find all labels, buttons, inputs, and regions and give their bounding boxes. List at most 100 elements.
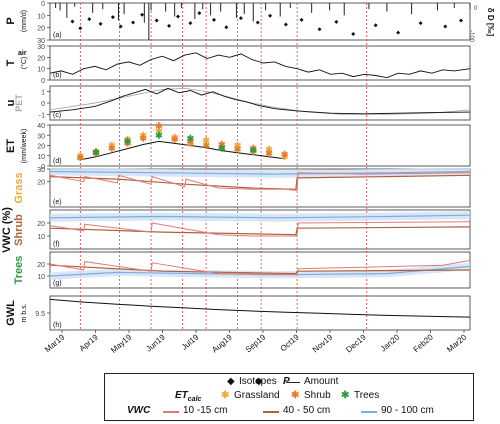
- legend-vwc3-line: [361, 411, 377, 413]
- ytick-label-unorm-2: 1: [41, 90, 45, 97]
- et-star-shrub-2: ✱: [108, 144, 116, 154]
- isotope-point-14: [224, 25, 229, 30]
- isotope-point-7: [140, 12, 145, 17]
- vwc-axis-label: VWC (%): [1, 207, 13, 253]
- xtick-label-1: Apr19: [78, 332, 101, 353]
- ytick-label-ET-2: 20: [37, 144, 45, 151]
- xtick-label-2: May19: [109, 332, 134, 355]
- ytick-label-VWC_shrub-1: 20: [37, 221, 45, 228]
- isotope-point-3: [98, 21, 103, 26]
- et-star-grassland-13: ✱: [281, 152, 289, 162]
- et-star-shrub-13: ✱: [281, 150, 289, 160]
- et-star-shrub-12: ✱: [265, 149, 273, 159]
- panel-letter-VWC_grass: (e): [53, 199, 62, 206]
- isotope-point-17: [268, 13, 273, 18]
- et-star-trees-2: ✱: [155, 130, 163, 140]
- series-petnorm: [49, 87, 471, 115]
- et-star-trees-3: ✱: [187, 133, 195, 143]
- ytick-label-VWC_trees-0: 10: [37, 274, 45, 281]
- series-VWC_grass-deep: [49, 170, 471, 175]
- legend-et-shrub: Shrub: [304, 390, 331, 401]
- et-star-shrub-4: ✱: [139, 133, 147, 143]
- panel-unit-Tair: (°C): [20, 57, 28, 70]
- legend-row-et: ETcalc ✱ Grassland ✱ Shrub ✱ Trees: [105, 390, 473, 404]
- ytick-label-ET-3: 30: [37, 133, 45, 140]
- panel-unit-P: (mm/d): [21, 10, 28, 32]
- panel-label-GWL: GWL: [5, 300, 17, 326]
- isotope-point-26: [443, 24, 448, 29]
- legend-shrub-star-icon: ✱: [291, 390, 300, 401]
- right-tick-0: 0: [474, 6, 478, 12]
- legend-box: P ◆ ◆ Isotopes Amount ETcalc ✱ Grassland…: [104, 373, 474, 421]
- panel-frame-VWC_shrub: [49, 209, 471, 250]
- isotope-point-4: [110, 15, 115, 20]
- et-star-trees-0: ✱: [92, 148, 100, 158]
- panel-label-ET: ET: [5, 139, 17, 153]
- xtick-label-3: Jun19: [144, 332, 167, 353]
- isotope-point-22: [351, 31, 356, 36]
- isotope-point-23: [373, 23, 378, 28]
- isotope-point-19: [299, 17, 304, 22]
- legend-grass-star-icon: ✱: [221, 390, 230, 401]
- legend-trees-star-icon: ✱: [341, 390, 350, 401]
- series-VWC_grass-shallow: [49, 172, 471, 192]
- xtick-label-5: Aug19: [210, 332, 234, 354]
- legend-p-title: P: [283, 376, 290, 387]
- et-star-shrub-5: ✱: [155, 121, 163, 131]
- series-VWC_shrub-deep: [49, 214, 471, 219]
- et-star-grassland-0: ✱: [77, 151, 85, 161]
- legend-amount-label: Amount: [304, 376, 339, 387]
- legend-isotope-marker-2: ◆: [227, 376, 235, 387]
- vwc-band-VWC_trees: [50, 262, 470, 280]
- et-star-grassland-7: ✱: [187, 138, 195, 148]
- panel-letter-VWC_trees: (g): [53, 280, 62, 287]
- et-star-grassland-4: ✱: [139, 130, 147, 140]
- et-star-shrub-8: ✱: [202, 141, 210, 151]
- isotope-point-12: [197, 11, 202, 16]
- et-star-grassland-10: ✱: [234, 141, 242, 151]
- et-star-shrub-11: ✱: [249, 144, 257, 154]
- ytick-label-P-1: 10: [37, 13, 45, 20]
- panel-letter-GWL: (h): [53, 322, 62, 329]
- ytick-label-Tair-1: 10: [37, 67, 45, 74]
- vwc-band-VWC_shrub: [50, 211, 470, 222]
- et-star-grassland-2: ✱: [108, 141, 116, 151]
- isotope-point-2: [87, 17, 92, 22]
- isotope-point-0: [70, 19, 75, 24]
- panel-frame-P: [49, 2, 471, 41]
- ytick-label-ET-0: 0: [41, 164, 45, 171]
- et-star-grassland-8: ✱: [202, 135, 210, 145]
- et-star-trees-5: ✱: [249, 146, 257, 156]
- legend-row-p-items: ◆ Isotopes Amount: [105, 376, 473, 390]
- isotope-point-10: [176, 14, 181, 19]
- isotope-point-1: [78, 26, 83, 31]
- ytick-label-VWC_grass-1: 30: [37, 167, 45, 174]
- series-tair: [49, 52, 471, 79]
- series-VWC_shrub-shallow: [49, 221, 471, 237]
- isotope-point-27: [459, 18, 464, 23]
- panel-label-Tair-sub: air: [18, 50, 27, 57]
- legend-et-sub: calc: [187, 396, 202, 403]
- et-star-shrub-9: ✱: [218, 139, 226, 149]
- legend-amount-line: [286, 382, 300, 383]
- et-star-grassland-11: ✱: [249, 147, 257, 157]
- ytick-label-P-2: 20: [37, 26, 45, 33]
- panel-unit-GWL: m b.s.: [21, 303, 28, 322]
- et-star-grassland-6: ✱: [171, 132, 179, 142]
- et-star-shrub-1: ✱: [92, 149, 100, 159]
- et-star-shrub-6: ✱: [171, 134, 179, 144]
- legend-isotope-marker: ◆: [255, 376, 263, 387]
- legend-vwc1-line: [163, 411, 179, 413]
- panel-frame-VWC_grass: [49, 168, 471, 208]
- legend-vwc-1: 10 -15 cm: [183, 405, 228, 416]
- et-star-shrub-0: ✱: [77, 153, 85, 163]
- ytick-label-P-3: 30: [37, 38, 45, 45]
- series-VWC_grass-mid: [49, 174, 471, 190]
- panel-frame-GWL: [49, 295, 471, 331]
- isotope-point-16: [255, 20, 260, 25]
- legend-row-vwc: VWC 10 -15 cm 40 - 50 cm 90 - 100 cm: [105, 405, 473, 419]
- panel-letter-VWC_shrub: (f): [53, 241, 60, 248]
- right-axis-label-dD: δ D [‰]: [486, 8, 495, 37]
- panel-frame-Tair: [49, 45, 471, 81]
- panel-label-Tair: T: [5, 59, 17, 66]
